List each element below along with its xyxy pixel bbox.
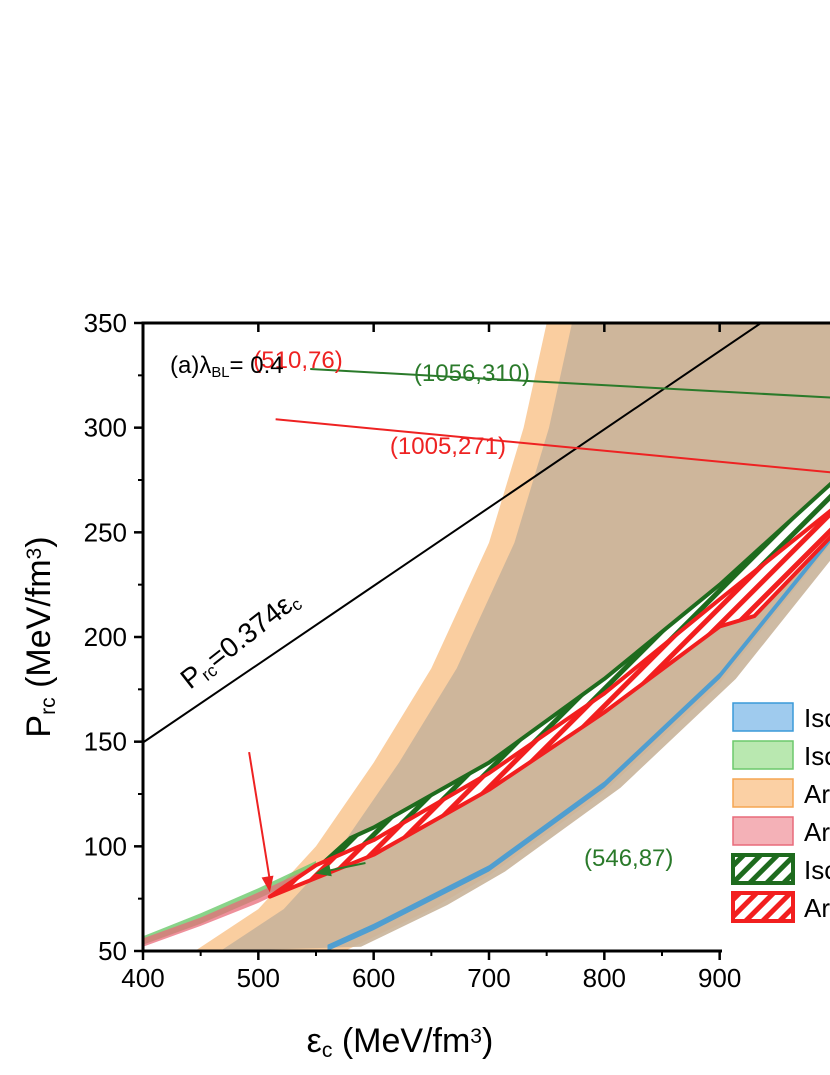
reference-line-label: Prc=0.374εc bbox=[175, 583, 307, 696]
y-tick-label: 250 bbox=[84, 517, 127, 547]
y-axis-label: Prc (MeV/fm3) bbox=[20, 536, 60, 737]
annotation-label: (546,87) bbox=[584, 845, 673, 872]
x-tick-label: 500 bbox=[237, 963, 280, 993]
annotation-arrowhead bbox=[314, 864, 332, 877]
legend-label: Ar bbox=[804, 893, 830, 923]
annotation-arrow bbox=[248, 751, 271, 881]
x-tick-label: 600 bbox=[352, 963, 395, 993]
reference-line bbox=[143, 323, 763, 744]
x-tick-label: 400 bbox=[121, 963, 164, 993]
annotation-label: (1056,310) bbox=[414, 360, 530, 387]
panel-label: (a)λBL= 0.4 bbox=[170, 352, 284, 381]
legend-swatch bbox=[732, 778, 794, 808]
annotation-label: (510,76) bbox=[253, 347, 342, 374]
legend-label: Isc bbox=[804, 741, 830, 771]
annotation-arrowhead bbox=[261, 875, 274, 893]
annotation-arrow bbox=[328, 861, 366, 872]
x-tick-label: 700 bbox=[467, 963, 510, 993]
legend-label: Isc bbox=[804, 855, 830, 885]
x-axis-label: εc (MeV/fm3) bbox=[307, 1022, 494, 1062]
annotation-arrow bbox=[275, 418, 830, 474]
annotation-arrow bbox=[310, 368, 830, 399]
legend-swatch bbox=[732, 740, 794, 770]
series-red-hatch bbox=[267, 508, 830, 899]
legend-label: Ar bbox=[804, 817, 830, 847]
legend-swatch bbox=[732, 702, 794, 732]
y-tick-label: 100 bbox=[84, 831, 127, 861]
legend-label: Isc bbox=[804, 703, 830, 733]
annotation-label: (1005,271) bbox=[390, 433, 506, 460]
y-tick-label: 350 bbox=[84, 308, 127, 338]
y-tick-label: 50 bbox=[98, 936, 127, 966]
overlap-region bbox=[220, 323, 830, 951]
y-tick-label: 300 bbox=[84, 413, 127, 443]
y-tick-label: 150 bbox=[84, 727, 127, 757]
x-tick-label: 800 bbox=[583, 963, 626, 993]
legend-swatch bbox=[732, 816, 794, 846]
legend-swatch bbox=[731, 891, 795, 923]
y-tick-label: 200 bbox=[84, 622, 127, 652]
x-tick-label: 900 bbox=[698, 963, 741, 993]
series-pink-band bbox=[143, 865, 316, 947]
legend-label: Ar bbox=[804, 779, 830, 809]
legend-swatch bbox=[731, 853, 795, 885]
